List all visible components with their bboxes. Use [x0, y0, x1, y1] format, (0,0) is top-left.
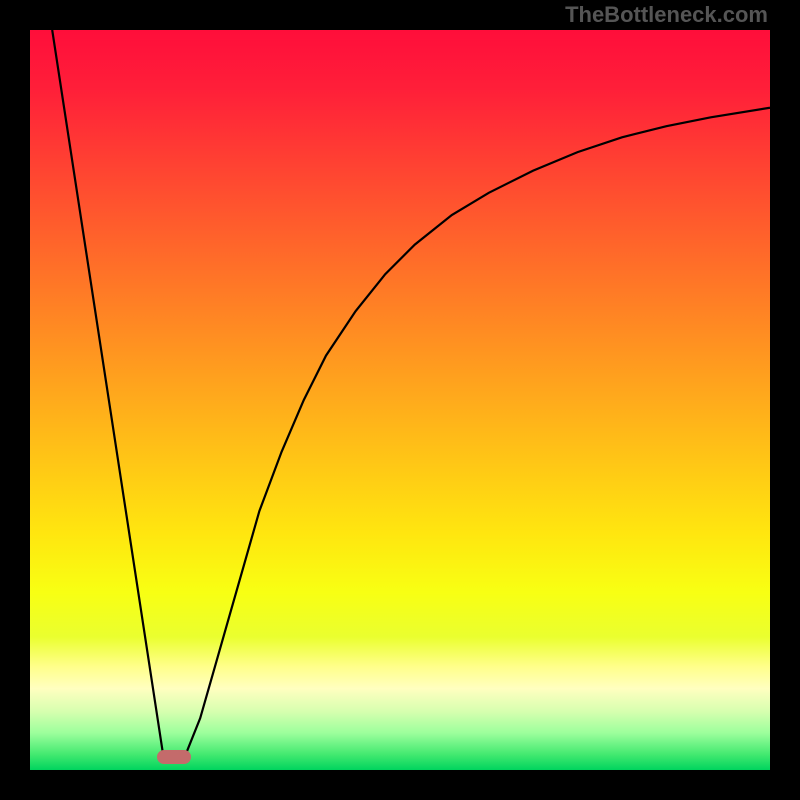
plot-area [30, 30, 770, 770]
bottleneck-curve [30, 30, 770, 770]
optimal-point-marker [157, 750, 191, 764]
watermark-text: TheBottleneck.com [565, 2, 768, 28]
